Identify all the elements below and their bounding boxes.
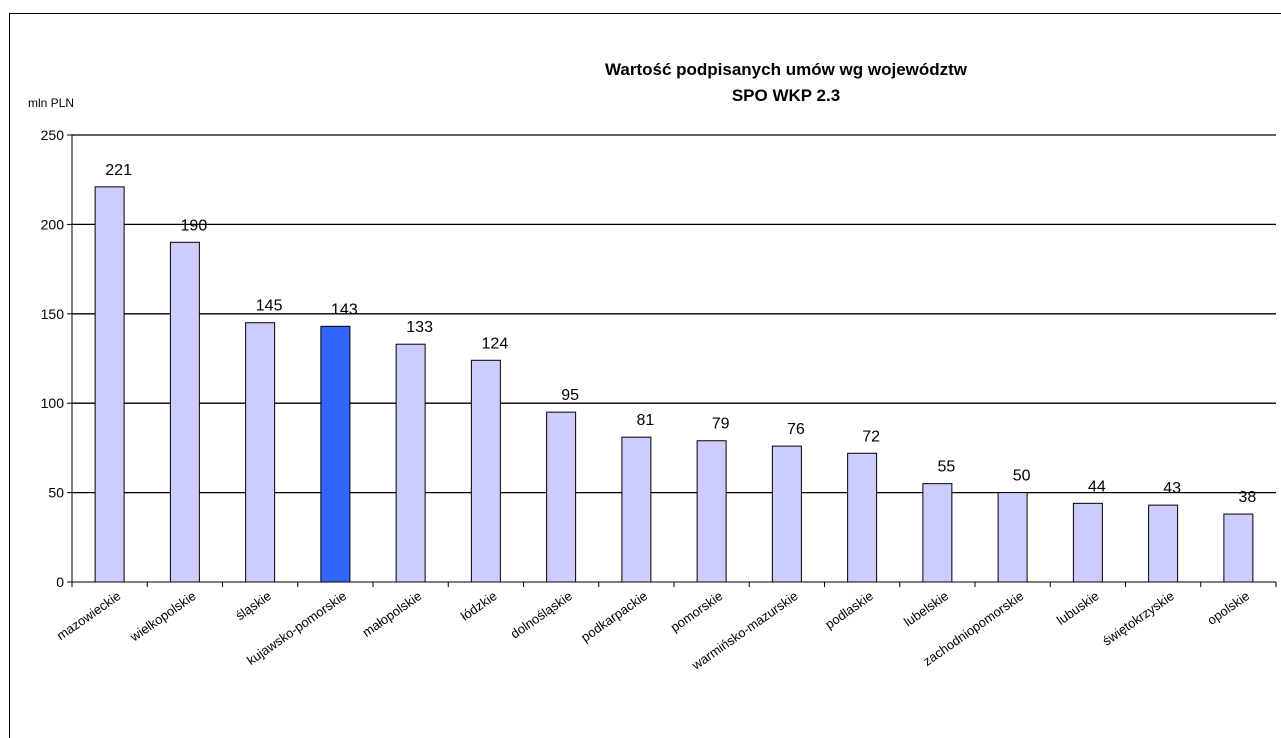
category-label: lubuskie <box>1054 588 1102 628</box>
data-label: 190 <box>181 217 208 234</box>
data-label: 76 <box>787 421 805 438</box>
bar-łódzkie <box>470 359 501 583</box>
category-labels: mazowieckie wielkopolskie śląskiekujawsko-… <box>54 588 1252 673</box>
category-label: wielkopolskie <box>126 588 198 645</box>
data-label: 38 <box>1238 489 1256 506</box>
bar-kujawsko-pomorskie <box>320 325 351 583</box>
chart-frame <box>9 13 1281 738</box>
y-tick-label: 200 <box>41 216 65 232</box>
bar-dolnośląskie <box>546 411 577 583</box>
category-label: małopolskie <box>360 588 425 640</box>
data-label: 221 <box>105 162 132 179</box>
category-label: podlaskie <box>822 588 876 632</box>
bar-świętokrzyskie <box>1148 504 1179 583</box>
category-label: łódzkie <box>458 588 500 623</box>
data-label: 133 <box>406 319 433 336</box>
category-label: dolnośląskie <box>508 588 575 641</box>
bar-mazowieckie <box>94 186 125 583</box>
y-tick-label: 250 <box>41 127 65 143</box>
data-label: 79 <box>712 416 730 433</box>
category-label: opolskie <box>1204 588 1252 628</box>
y-tick-labels: 0 50 100 150 200 250 <box>41 127 65 590</box>
y-tick-label: 100 <box>41 395 65 411</box>
data-label: 143 <box>331 301 358 318</box>
bar-zachodniopomorskie <box>997 492 1028 583</box>
bar-pomorskie <box>696 440 727 583</box>
bar-lubuskie <box>1072 502 1103 583</box>
data-label: 72 <box>862 428 880 445</box>
category-label: podkarpackie <box>578 588 650 645</box>
bar-warmińsko-mazurskie <box>771 445 802 583</box>
category-label: mazowieckie <box>54 588 124 643</box>
y-axis-unit-label: mln PLN <box>28 96 74 110</box>
category-label: lubelskie <box>901 588 951 629</box>
data-label: 44 <box>1088 478 1106 495</box>
bar-lubelskie <box>922 483 953 583</box>
data-label: 145 <box>256 298 283 315</box>
bar-śląskie <box>245 322 276 583</box>
y-tick-label: 0 <box>56 574 64 590</box>
data-label: 55 <box>937 459 955 476</box>
bar-małopolskie <box>395 343 426 583</box>
data-label: 50 <box>1013 468 1031 485</box>
category-label: pomorskie <box>668 588 726 635</box>
bar-opolskie <box>1223 513 1254 583</box>
bar-podlaskie <box>847 452 878 583</box>
bar-wielkopolskie <box>169 241 200 583</box>
data-label: 95 <box>561 387 579 404</box>
y-tick-label: 50 <box>48 485 64 501</box>
data-label: 81 <box>636 412 654 429</box>
data-labels: 221 190 145 143 133 124 95 81 79 76 72 55 50 44 43 38 <box>105 162 1256 506</box>
data-label: 124 <box>482 335 509 352</box>
chart-title: Wartość podpisanych umów wg województw <box>605 60 968 79</box>
y-tick-label: 150 <box>41 306 65 322</box>
category-label: świętokrzyskie <box>1100 588 1177 648</box>
data-label: 43 <box>1163 480 1181 497</box>
bars <box>94 186 1254 583</box>
category-label: śląskie <box>233 588 274 623</box>
axes <box>67 134 1277 587</box>
chart-subtitle: SPO WKP 2.3 <box>732 86 840 105</box>
bar-podkarpackie <box>621 436 652 583</box>
